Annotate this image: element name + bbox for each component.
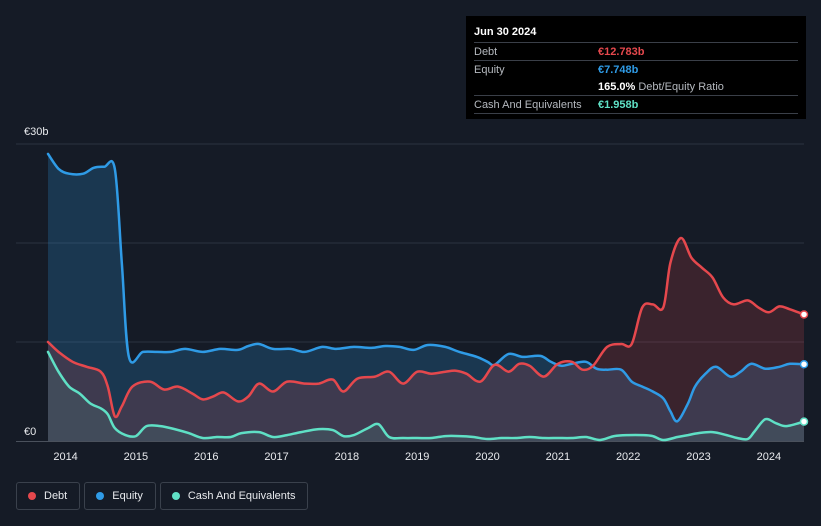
tooltip-value: €12.783b (598, 46, 645, 58)
tooltip-value: 165.0% (598, 81, 636, 93)
legend-label: Cash And Equivalents (187, 490, 296, 502)
chart-legend: Debt Equity Cash And Equivalents (16, 482, 312, 510)
legend-dot-icon (171, 492, 180, 500)
grid-lines (16, 143, 804, 442)
tooltip-date: Jun 30 2024 (474, 26, 537, 38)
legend-label: Equity (112, 490, 143, 502)
x-tick-label: 2014 (53, 451, 77, 463)
series-line-debt (46, 236, 806, 419)
x-tick-label: 2022 (616, 451, 640, 463)
tooltip-value: €1.958b (598, 99, 639, 111)
legend-item-debt[interactable]: Debt (16, 482, 81, 510)
x-tick-label: 2015 (124, 451, 148, 463)
x-tick-label: 2020 (475, 451, 499, 463)
tooltip-panel: Jun 30 2024 Debt €12.783b Equity €7.748b… (466, 16, 806, 119)
series-line-cash (46, 350, 806, 442)
x-tick-label: 2023 (686, 451, 710, 463)
y-tick-label-max: €30b (24, 126, 48, 138)
x-tick-label: 2021 (546, 451, 570, 463)
tooltip-label (474, 79, 598, 95)
x-tick-label: 2017 (264, 451, 288, 463)
series-layer (46, 152, 809, 442)
series-line-equity (46, 152, 806, 423)
series-end-point-equity[interactable] (799, 360, 809, 369)
tooltip-row-ratio: 165.0% Debt/Equity Ratio (474, 78, 798, 95)
tooltip-row-debt: Debt €12.783b (474, 42, 798, 60)
tooltip-row-equity: Equity €7.748b (474, 60, 798, 78)
x-tick-label: 2019 (405, 451, 429, 463)
tooltip-label: Equity (474, 64, 505, 76)
tooltip-unit: Debt/Equity Ratio (638, 81, 724, 93)
legend-item-equity[interactable]: Equity (84, 482, 156, 510)
x-tick-label: 2018 (335, 451, 359, 463)
legend-item-cash[interactable]: Cash And Equivalents (159, 482, 309, 510)
x-tick-label: 2024 (757, 451, 781, 463)
y-tick-label-zero: €0 (24, 426, 36, 438)
legend-dot-icon (28, 492, 36, 500)
legend-dot-icon (96, 492, 105, 500)
x-tick-label: 2016 (194, 451, 218, 463)
series-end-point-cash[interactable] (799, 417, 809, 426)
series-end-point-debt[interactable] (799, 310, 809, 319)
tooltip-label: Cash And Equivalents (474, 99, 582, 111)
tooltip-row-cash: Cash And Equivalents €1.958b (474, 95, 798, 114)
tooltip-label: Debt (474, 46, 498, 58)
legend-label: Debt (44, 490, 68, 502)
tooltip-value: €7.748b (598, 64, 639, 76)
series-area-debt (48, 237, 804, 441)
axis-layer: €30b €0 2014 2015 2016 2017 2018 2019 2020 2021 20… (24, 126, 781, 463)
